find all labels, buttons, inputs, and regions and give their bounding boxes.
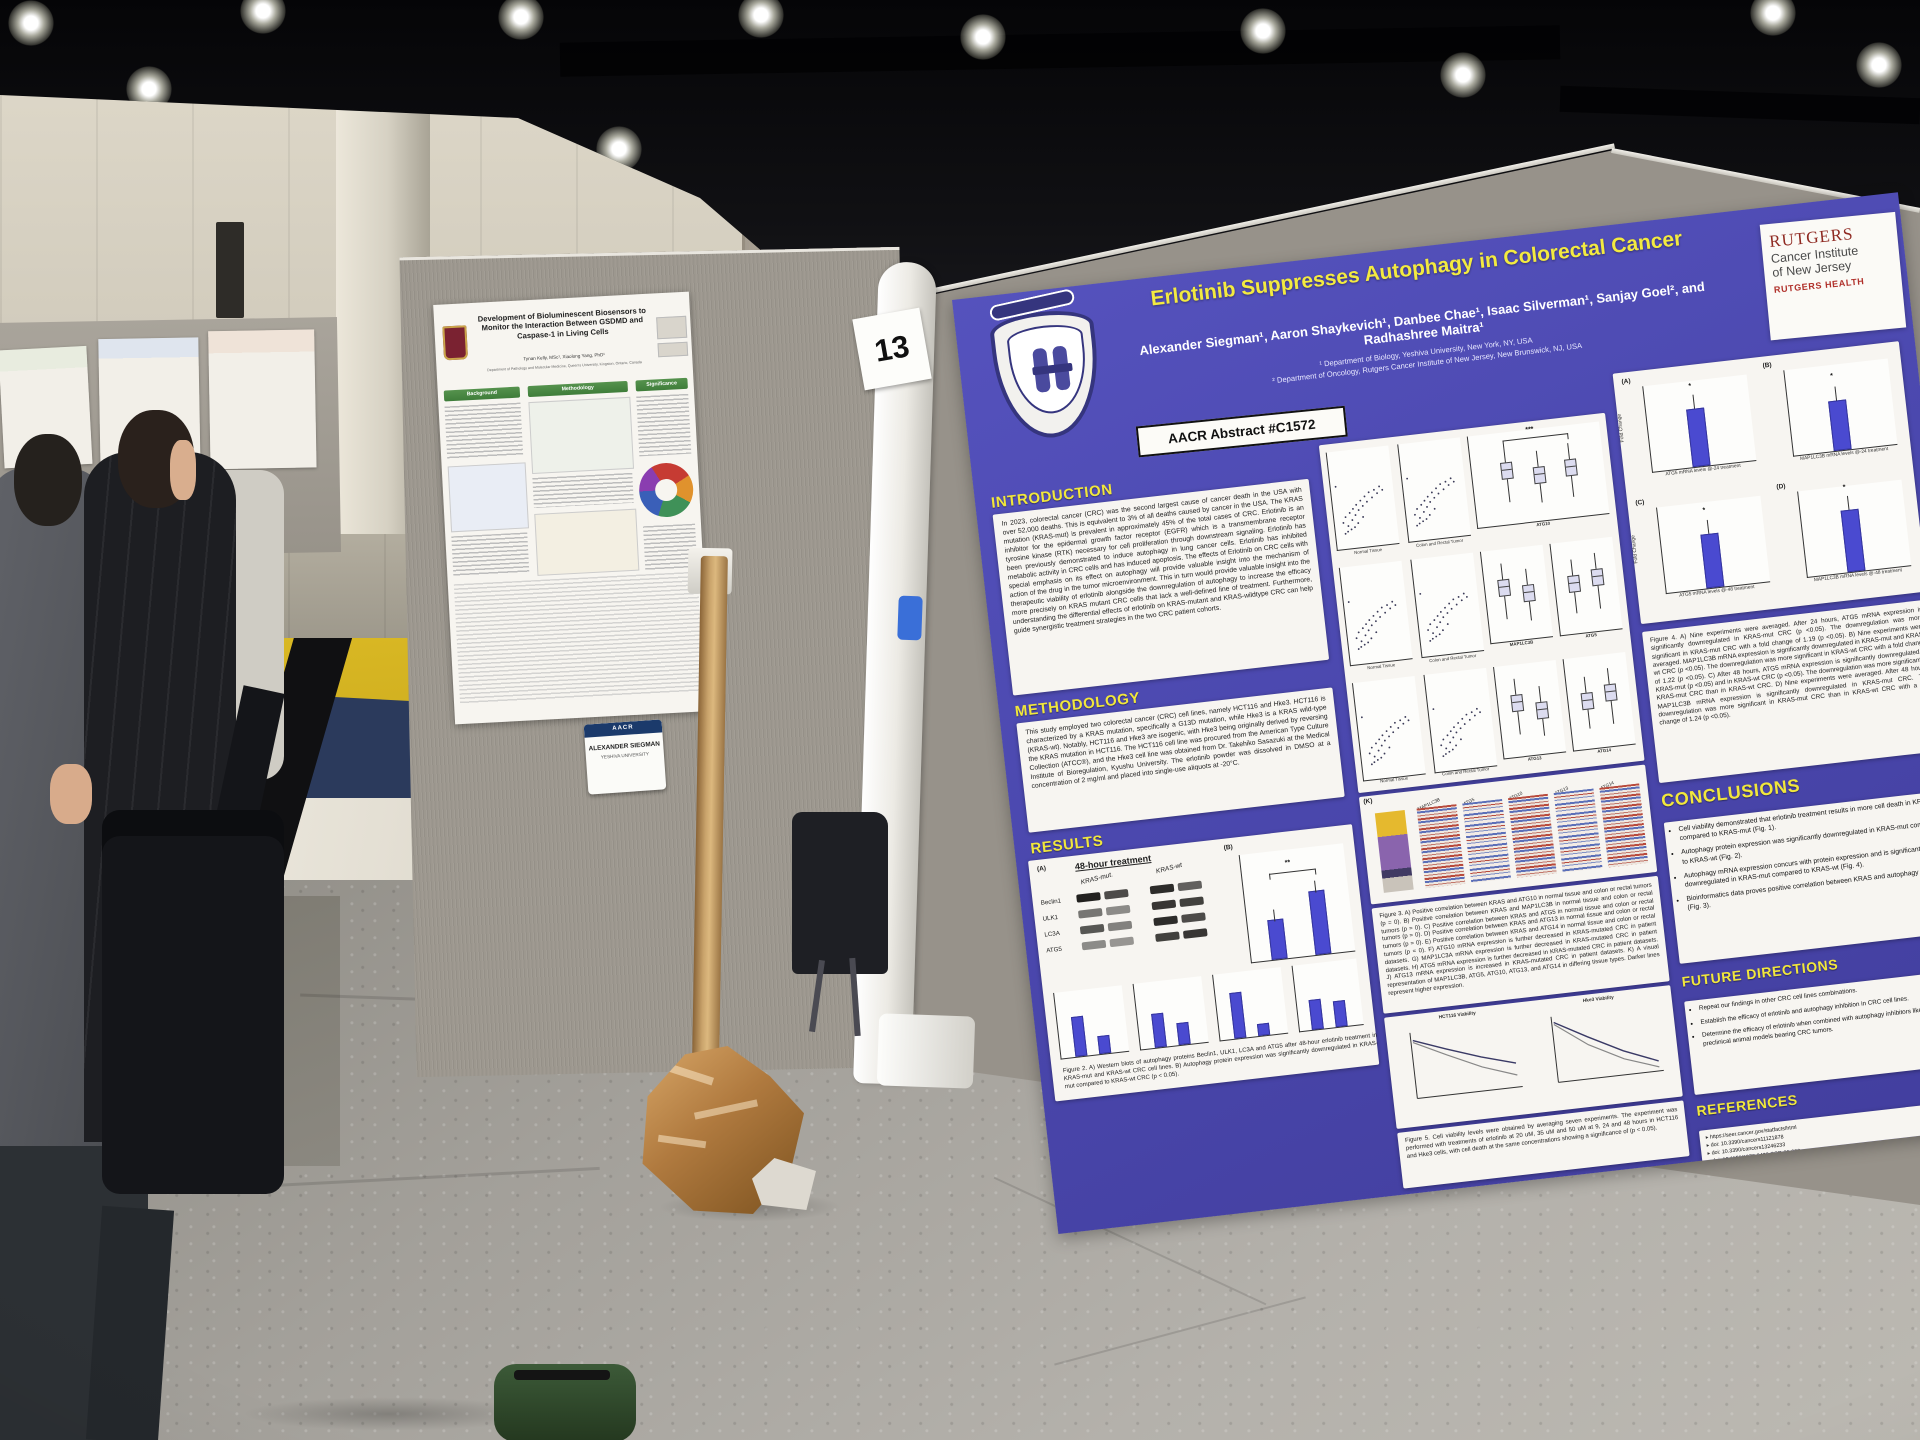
left-poster: Development of Bioluminescent Biosensors…	[433, 291, 711, 725]
text-block	[451, 532, 530, 577]
heatmap-strip	[1553, 788, 1603, 873]
significance-marks: *	[1688, 382, 1692, 391]
ceiling-light	[8, 0, 54, 46]
heatmap-strip	[1462, 798, 1512, 883]
main-poster: Erlotinib Suppresses Autophagy in Colore…	[952, 192, 1920, 1234]
left-poster-section-significance: Significance	[635, 377, 688, 392]
panel-number: 13	[871, 328, 912, 369]
ceiling-light	[240, 0, 286, 34]
heatmap-strip	[1507, 793, 1557, 878]
ceiling-light	[1856, 42, 1902, 88]
figure4-caption: Figure 4. A) Nine experiments were avera…	[1649, 606, 1920, 727]
panel-tag: (C)	[1635, 498, 1645, 507]
tissue-type-colorbar	[1374, 810, 1414, 893]
panel-tag: (B)	[1762, 361, 1773, 370]
figure-placeholder	[528, 396, 635, 475]
significance-marks: *	[1842, 484, 1847, 492]
y-axis-label: Fold Change	[1630, 534, 1640, 564]
boxplot-map1lc3b	[1479, 544, 1554, 645]
heatmap-strip	[1416, 804, 1466, 889]
panel-a-label: (A)	[1036, 865, 1047, 874]
wall-vent	[216, 222, 244, 318]
panel-tag: (D)	[1776, 482, 1786, 491]
ceiling-light	[960, 14, 1006, 60]
ceiling-truss	[559, 25, 1561, 77]
left-poster-section-methodology: Methodology	[527, 380, 629, 398]
future-directions-box: Repeat our findings in other CRC cell li…	[1684, 969, 1920, 1096]
background-person-hand	[50, 764, 92, 824]
board-rail-foot	[876, 1013, 976, 1089]
significance-marks: *	[1702, 507, 1706, 515]
ceiling-truss	[1559, 85, 1920, 125]
abstract-number-badge: AACR Abstract #C1572	[1135, 405, 1348, 458]
hke3-viability-chart	[1550, 1016, 1664, 1083]
ceiling-light	[1440, 52, 1486, 98]
rutgers-logo-card: RUTGERS Cancer Institute of New Jersey R…	[1759, 211, 1907, 341]
figure-placeholder	[447, 462, 530, 533]
figure5-panel: HCT116 Viability Hke3 Viability	[1384, 985, 1683, 1129]
blot-row-label: Beclin1	[1040, 897, 1062, 907]
introduction-text: In 2023, colorectal cancer (CRC) was the…	[992, 478, 1330, 696]
text-block	[532, 472, 634, 508]
blot-row-label: ULK1	[1042, 913, 1059, 923]
blot-title: 48-hour treatment	[1074, 853, 1152, 872]
significance-marks: **	[1284, 859, 1291, 867]
significance-marks: *	[1829, 372, 1834, 381]
text-block	[453, 571, 704, 705]
heatmap-strip	[1599, 783, 1649, 868]
figure4-caption-box: Figure 4. A) Nine experiments were avera…	[1642, 599, 1920, 784]
figure-placeholder	[534, 508, 640, 576]
panel-tag: (A)	[1621, 377, 1631, 386]
boxplot-atg5	[1549, 536, 1623, 637]
blot-row-label: ATG5	[1045, 945, 1063, 955]
chair	[792, 812, 888, 974]
text-block	[636, 393, 692, 457]
panel-k-label: (K)	[1363, 797, 1373, 806]
figure4-panel: (A) Fold Change * ATG5 mRNA levels @-24 …	[1612, 341, 1920, 625]
queens-crest-logo	[442, 325, 469, 361]
conclusions-box: Cell viability demonstrated that erlotin…	[1663, 790, 1920, 964]
section-header-future-directions: FUTURE DIRECTIONS	[1680, 956, 1839, 990]
y-axis-label: Fold Change	[1616, 413, 1626, 443]
yeshiva-university-crest	[981, 287, 1115, 455]
protein-bar-chart: **	[1238, 843, 1356, 964]
messenger-bag	[102, 810, 284, 1194]
ceiling-light	[738, 0, 784, 38]
figure3-panel: Normal Tissue Colon and Rectal Tumor Nor…	[1318, 412, 1645, 794]
left-poster-title: Development of Bioluminescent Biosensors…	[477, 305, 647, 341]
sponsor-logo	[656, 315, 688, 340]
background-person-head	[14, 434, 82, 526]
lane-label-kras-mut: KRAS-mut.	[1080, 871, 1114, 887]
boxplot-atg10: ***	[1466, 421, 1610, 530]
ceiling-light	[1750, 0, 1796, 36]
section-header-references: REFERENCES	[1695, 1091, 1799, 1119]
ceiling-light	[1240, 8, 1286, 54]
green-duffel-bag	[494, 1364, 636, 1440]
sponsor-logo	[657, 341, 689, 358]
panel-number-card: 13	[852, 307, 932, 391]
conference-badge: AACR ALEXANDER SIEGMAN YESHIVA UNIVERSIT…	[583, 719, 667, 795]
lane-label-kras-wt: KRAS-wt	[1155, 861, 1183, 876]
significance-marks: ***	[1525, 426, 1534, 434]
ceiling-light	[498, 0, 544, 40]
hct116-viability-chart	[1409, 1032, 1523, 1099]
plasmid-diagram	[637, 461, 695, 519]
distant-poster	[208, 329, 317, 470]
left-poster-section-background: Background	[443, 386, 521, 402]
boxplot-atg14	[1562, 652, 1636, 752]
background-person-face	[170, 440, 196, 500]
section-header-conclusions: CONCLUSIONS	[1660, 775, 1802, 811]
blot-row-label: LC3A	[1044, 929, 1061, 939]
panel-b-label: (B)	[1223, 843, 1234, 852]
text-block	[444, 402, 524, 461]
results-figure-panel: (A) 48-hour treatment KRAS-mut. KRAS-wt …	[1027, 824, 1380, 1102]
boxplot-atg13	[1493, 659, 1567, 760]
rail-blue-tag	[897, 595, 923, 641]
